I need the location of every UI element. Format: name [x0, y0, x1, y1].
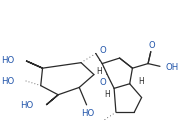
Text: O: O [99, 46, 106, 55]
Text: H: H [105, 90, 110, 99]
Text: HO: HO [1, 56, 14, 65]
Text: HO: HO [81, 109, 94, 118]
Text: HO: HO [1, 76, 14, 86]
Text: OH: OH [165, 63, 179, 72]
Text: H: H [96, 67, 102, 76]
Text: O: O [148, 41, 155, 50]
Polygon shape [26, 61, 43, 68]
Text: HO: HO [20, 101, 33, 110]
Polygon shape [46, 95, 58, 105]
Text: O: O [100, 78, 107, 87]
Text: H: H [138, 77, 144, 86]
